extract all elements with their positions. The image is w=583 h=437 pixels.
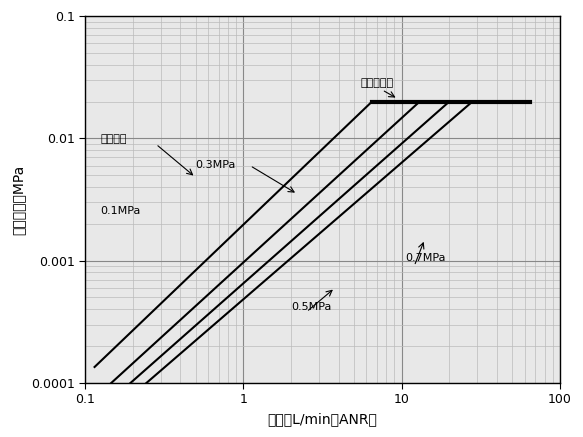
- Text: 最大流量線: 最大流量線: [360, 78, 394, 88]
- X-axis label: 流量　L/min（ANR）: 流量 L/min（ANR）: [268, 412, 377, 426]
- Text: 0.7MPa: 0.7MPa: [405, 253, 445, 264]
- Y-axis label: 圧力降下　MPa: 圧力降下 MPa: [11, 164, 25, 235]
- Text: 0.3MPa: 0.3MPa: [196, 160, 236, 170]
- Text: 0.5MPa: 0.5MPa: [291, 302, 331, 312]
- Text: 入口圧力: 入口圧力: [100, 134, 127, 144]
- Text: 0.1MPa: 0.1MPa: [100, 206, 141, 216]
